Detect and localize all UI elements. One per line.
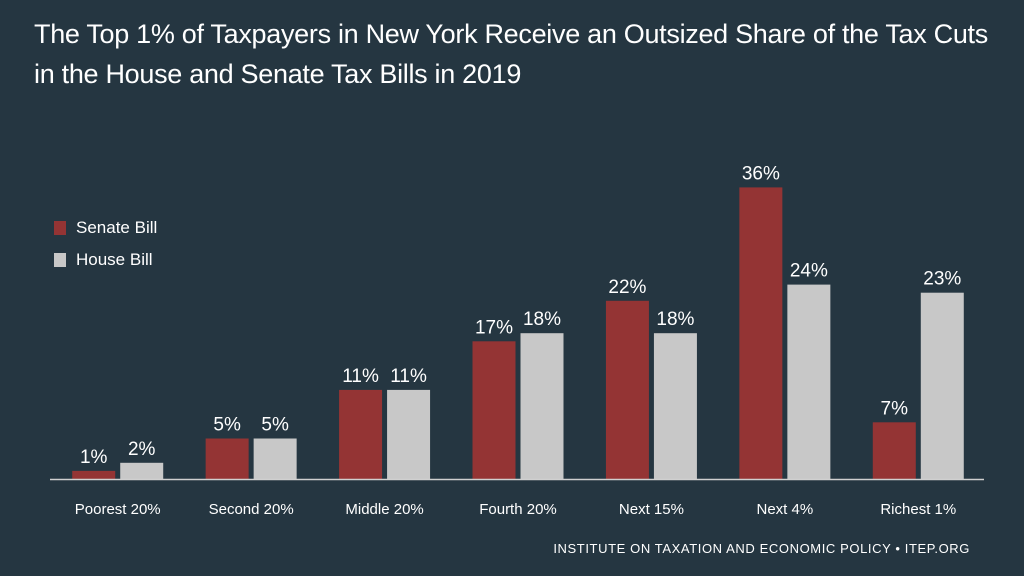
data-label-house-richest-1: 23%: [923, 269, 961, 290]
bar-house-poorest-20: [120, 462, 164, 479]
data-label-senate-fourth-20: 17%: [475, 317, 513, 338]
bar-senate-richest-1: [872, 422, 916, 479]
data-label-senate-richest-1: 7%: [881, 398, 909, 419]
bar-house-next-4: [787, 284, 831, 479]
x-tick-label-fourth-20: Fourth 20%: [479, 501, 557, 518]
x-tick-label-next-15: Next 15%: [619, 501, 684, 518]
data-label-house-poorest-20: 2%: [128, 439, 156, 460]
data-label-house-second-20: 5%: [261, 415, 289, 436]
chart-title-line-1: The Top 1% of Taxpayers in New York Rece…: [34, 19, 988, 49]
x-tick-label-poorest-20: Poorest 20%: [75, 501, 161, 518]
legend-label-house: House Bill: [76, 250, 153, 269]
bar-senate-fourth-20: [472, 341, 516, 479]
bar-senate-next-15: [605, 300, 649, 479]
bar-senate-next-4: [739, 187, 783, 479]
bar-senate-middle-20: [339, 389, 383, 479]
x-tick-label-richest-1: Richest 1%: [880, 501, 956, 518]
data-label-house-middle-20: 11%: [390, 366, 427, 387]
bar-house-next-15: [653, 333, 697, 479]
bar-house-middle-20: [387, 389, 431, 479]
legend-label-senate: Senate Bill: [76, 218, 158, 237]
footer-source: INSTITUTE ON TAXATION AND ECONOMIC POLIC…: [553, 541, 970, 556]
data-label-senate-second-20: 5%: [213, 415, 241, 436]
legend-item-senate: Senate Bill: [54, 212, 157, 244]
chart-title: The Top 1% of Taxpayers in New York Rece…: [34, 14, 994, 94]
data-label-senate-middle-20: 11%: [342, 366, 379, 387]
legend-swatch-senate: [54, 221, 66, 235]
bar-senate-second-20: [205, 438, 249, 479]
bar-house-fourth-20: [520, 333, 564, 479]
x-tick-label-next-4: Next 4%: [757, 501, 814, 518]
bar-senate-poorest-20: [72, 470, 116, 479]
bar-house-richest-1: [920, 292, 964, 479]
legend-swatch-house: [54, 253, 66, 267]
x-tick-label-middle-20: Middle 20%: [345, 501, 423, 518]
legend-item-house: House Bill: [54, 244, 157, 276]
data-label-senate-next-4: 36%: [742, 163, 780, 184]
data-label-senate-poorest-20: 1%: [80, 447, 108, 468]
x-tick-label-second-20: Second 20%: [209, 501, 294, 518]
chart-title-line-2: in the House and Senate Tax Bills in 201…: [34, 59, 522, 89]
data-label-house-next-15: 18%: [656, 309, 694, 330]
data-label-house-fourth-20: 18%: [523, 309, 561, 330]
data-label-house-next-4: 24%: [790, 261, 828, 282]
bar-house-second-20: [253, 438, 297, 479]
legend: Senate Bill House Bill: [54, 212, 157, 276]
data-label-senate-next-15: 22%: [608, 277, 646, 298]
